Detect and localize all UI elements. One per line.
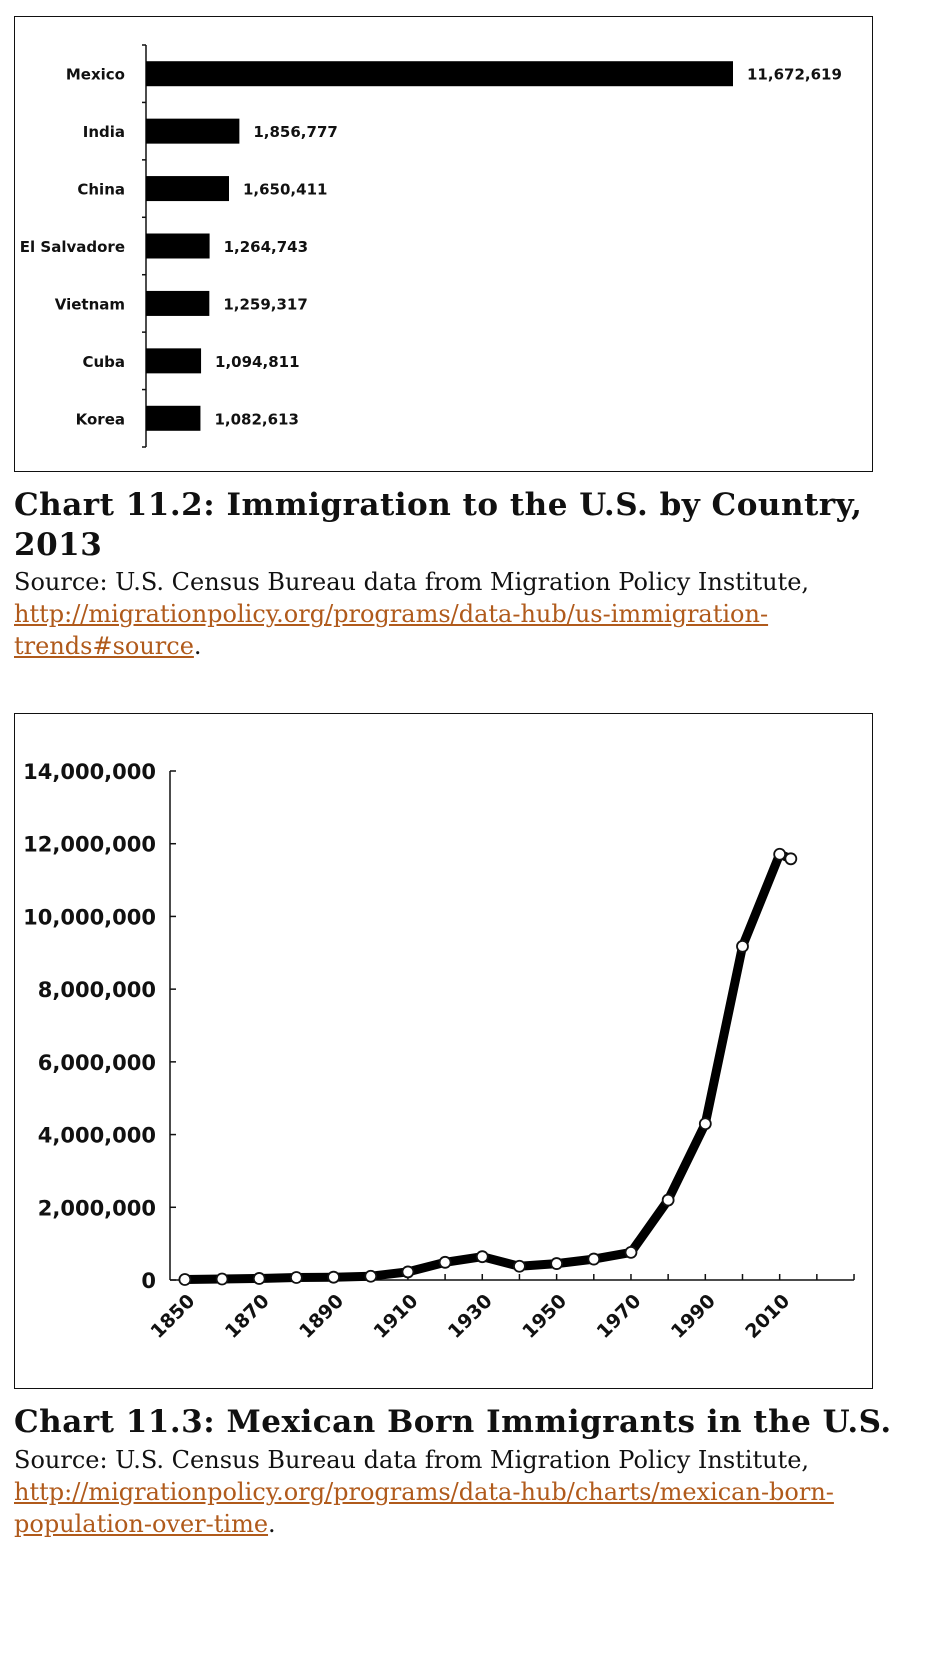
x-tick-label: 2010 (741, 1290, 794, 1343)
y-tick-label: 2,000,000 (38, 1196, 156, 1220)
y-tick-label: 12,000,000 (23, 833, 156, 857)
category-label: El Salvadore (20, 238, 125, 256)
line-chart: 0 2,000,000 4,000,000 6,000,000 8,000,000 10,… (23, 760, 855, 1343)
chart-11-3-source: Source: U.S. Census Bureau data from Mig… (14, 1444, 914, 1540)
category-label: Mexico (66, 66, 125, 84)
chart-11-2-title: Chart 11.2: Immigration to the U.S. by C… (14, 487, 863, 563)
bar-chart: Mexico 11,672,619 India 1,856,777 China 1,650… (20, 44, 842, 448)
period: . (268, 1510, 276, 1538)
y-tick-label: 10,000,000 (23, 905, 156, 929)
bar (146, 176, 229, 202)
data-point (438, 1255, 452, 1269)
data-point (289, 1271, 303, 1284)
value-label: 1,094,811 (215, 353, 299, 371)
x-tick-label: 1850 (146, 1290, 199, 1343)
data-point (475, 1250, 489, 1264)
data-point (698, 1117, 712, 1131)
category-label: Korea (76, 410, 125, 428)
value-label: 1,264,743 (224, 238, 308, 256)
x-tick-label: 1990 (667, 1290, 720, 1343)
y-tick-label: 8,000,000 (38, 978, 156, 1002)
bar-chart-panel: Mexico 11,672,619 India 1,856,777 China 1,650… (14, 16, 873, 472)
x-tick-label: 1870 (221, 1290, 274, 1343)
y-tick-label: 0 (141, 1269, 156, 1293)
bar (146, 405, 201, 431)
category-label: India (83, 123, 125, 141)
value-label: 1,856,777 (253, 123, 337, 141)
data-point (773, 847, 787, 861)
chart-11-2-source: Source: U.S. Census Bureau data from Mig… (14, 566, 914, 662)
data-point (784, 852, 798, 866)
bar (146, 61, 733, 87)
chart-11-3-title: Chart 11.3: Mexican Born Immigrants in t… (14, 1404, 892, 1440)
series-line (180, 849, 796, 1284)
data-point (327, 1270, 340, 1284)
bar (146, 233, 210, 259)
category-label: China (77, 181, 125, 199)
period: . (193, 632, 202, 660)
x-tick-label: 1890 (295, 1290, 348, 1343)
value-label: 1,259,317 (223, 295, 307, 313)
data-point (661, 1193, 675, 1207)
data-point (736, 939, 749, 953)
data-point (587, 1252, 601, 1266)
data-point (624, 1245, 638, 1259)
data-point (364, 1269, 378, 1283)
y-tick-label: 14,000,000 (23, 760, 156, 784)
bar (146, 290, 210, 316)
data-point (550, 1257, 564, 1270)
x-tick-label: 1930 (444, 1290, 497, 1343)
data-point (513, 1259, 526, 1273)
data-point (178, 1273, 192, 1286)
value-label: 11,672,619 (747, 66, 842, 84)
value-label: 1,650,411 (243, 181, 327, 199)
x-tick-label: 1970 (593, 1290, 646, 1343)
y-tick-label: 4,000,000 (38, 1124, 156, 1148)
x-tick-label: 1910 (369, 1290, 422, 1343)
value-label: 1,082,613 (214, 410, 298, 428)
bar (146, 348, 202, 374)
source-link[interactable]: http://migrationpolicy.org/programs/data… (14, 600, 769, 660)
source-text: Source: U.S. Census Bureau data from Mig… (14, 1446, 810, 1474)
data-point (215, 1272, 229, 1286)
category-label: Cuba (82, 353, 125, 371)
source-link[interactable]: http://migrationpolicy.org/programs/data… (14, 1478, 834, 1538)
line-chart-panel: 0 2,000,000 4,000,000 6,000,000 8,000,000 10,… (14, 713, 873, 1389)
category-label: Vietnam (55, 295, 125, 313)
x-tick-label: 1950 (518, 1290, 571, 1343)
data-point (401, 1265, 415, 1279)
y-tick-label: 6,000,000 (38, 1051, 156, 1075)
data-point (252, 1272, 266, 1285)
source-text: Source: U.S. Census Bureau data from Mig… (14, 568, 810, 596)
bar (146, 118, 240, 144)
